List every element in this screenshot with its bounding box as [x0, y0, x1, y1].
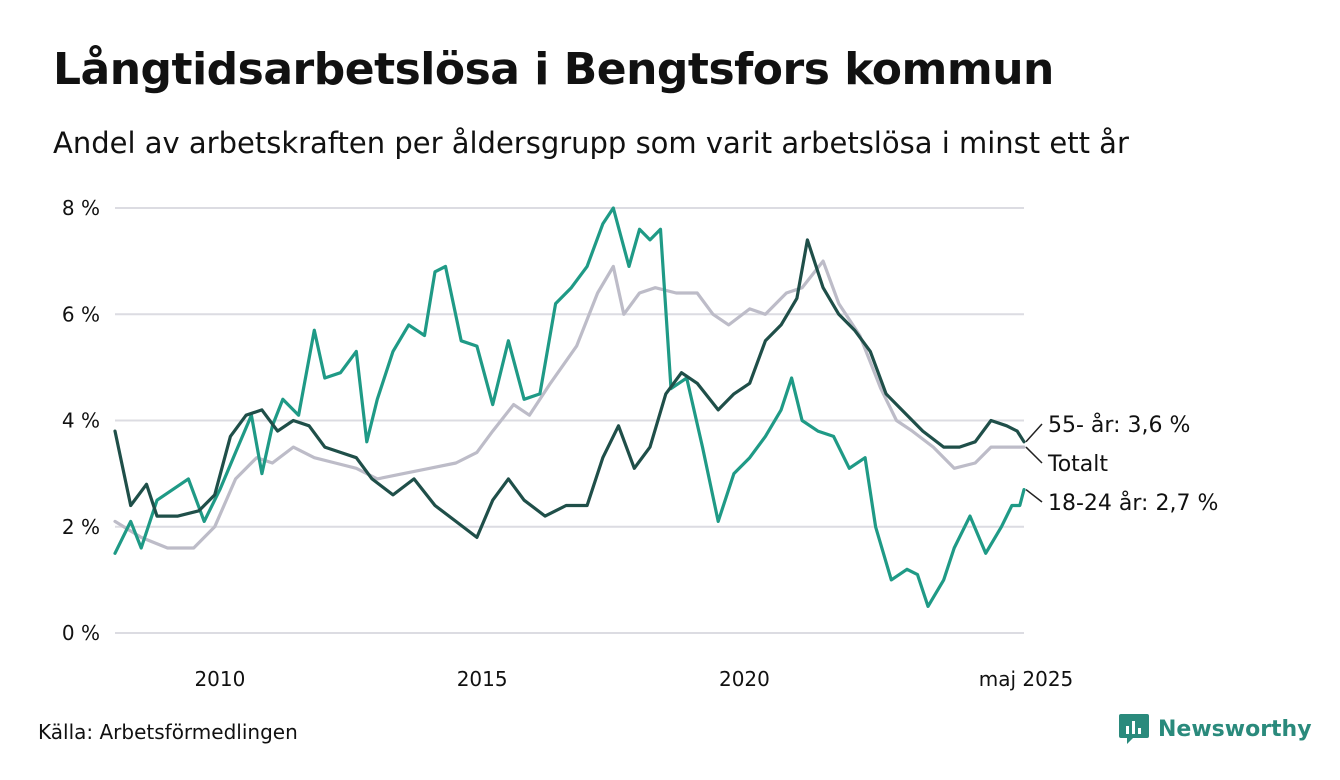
y-tick-label: 4 %	[62, 409, 100, 433]
brand-name: Newsworthy	[1158, 716, 1312, 742]
y-tick-label: 2 %	[62, 515, 100, 539]
y-tick-label: 8 %	[62, 196, 100, 220]
newsworthy-logo-icon	[1119, 714, 1149, 744]
source-note: Källa: Arbetsförmedlingen	[38, 720, 298, 744]
x-tick-label: maj 2025	[979, 667, 1074, 691]
series-line-totalt	[113, 259, 1026, 550]
series-line-55-r	[113, 238, 1026, 539]
end-label-totalt: Totalt	[1047, 452, 1108, 477]
end-label-leader	[1025, 488, 1043, 503]
brand-logo[interactable]: Newsworthy	[1118, 712, 1312, 746]
x-tick-label: 2020	[719, 667, 770, 691]
chart-title: Långtidsarbetslösa i Bengtsfors kommun	[53, 44, 1054, 95]
end-label-leader	[1025, 423, 1043, 443]
series-line-18-24-r	[113, 206, 1026, 608]
end-label-55-r: 55- år: 3,6 %	[1048, 412, 1190, 438]
end-label-leader	[1025, 446, 1043, 464]
x-tick-label: 2010	[194, 667, 245, 691]
x-tick-label: 2015	[457, 667, 508, 691]
chart-subtitle: Andel av arbetskraften per åldersgrupp s…	[53, 126, 1129, 160]
end-label-18-24-r: 18-24 år: 2,7 %	[1048, 490, 1218, 516]
y-tick-label: 6 %	[62, 302, 100, 326]
y-tick-label: 0 %	[62, 621, 100, 645]
